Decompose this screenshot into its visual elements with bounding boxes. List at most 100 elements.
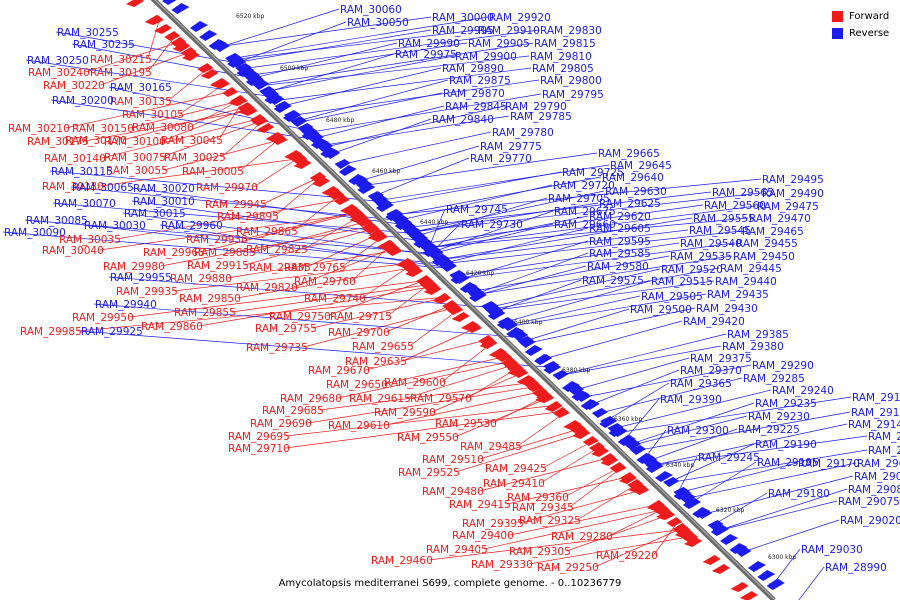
reverse-track-glyph xyxy=(385,210,404,221)
forward-leader xyxy=(161,106,251,142)
reverse-leader xyxy=(249,42,398,80)
forward-gene-label: RAM_30170 xyxy=(65,135,127,147)
reverse-leader xyxy=(424,205,757,249)
reverse-gene-label: RAM_29475 xyxy=(757,201,819,213)
reverse-swatch xyxy=(832,28,843,39)
forward-track-glyph xyxy=(628,483,647,493)
reverse-leader xyxy=(457,240,589,281)
reverse-gene-label: RAM_30065 xyxy=(72,182,134,194)
reverse-gene-label: RAM_29815 xyxy=(534,38,596,50)
forward-gene-label: RAM_29885 xyxy=(194,247,256,259)
forward-gene-label: RAM_29330 xyxy=(471,559,533,571)
forward-leader xyxy=(361,263,414,299)
reverse-leader xyxy=(501,280,651,324)
forward-gene-label: RAM_30025 xyxy=(164,152,226,164)
reverse-leader xyxy=(2,231,446,269)
reverse-gene-label: RAM_30235 xyxy=(73,39,135,51)
forward-leader xyxy=(99,212,361,251)
forward-gene-label: RAM_30040 xyxy=(42,245,104,257)
forward-gene-label: RAM_29895 xyxy=(217,211,279,223)
forward-track-glyph xyxy=(200,69,219,79)
axis-tick-label: 6360 kbp xyxy=(614,416,642,423)
forward-gene-label: RAM_29550 xyxy=(397,432,459,444)
forward-leader xyxy=(84,109,254,142)
forward-gene-glyph xyxy=(501,357,518,367)
forward-gene-glyph xyxy=(333,195,350,205)
forward-gene-label: RAM_29655 xyxy=(352,341,414,353)
reverse-leader xyxy=(217,8,340,49)
reverse-track-glyph xyxy=(301,129,320,140)
reverse-leader xyxy=(50,99,312,140)
reverse-leader xyxy=(469,255,670,293)
reverse-track-glyph xyxy=(162,0,177,5)
legend-label-reverse: Reverse xyxy=(849,28,890,39)
forward-gene-label: RAM_30045 xyxy=(161,135,223,147)
forward-gene-glyph xyxy=(271,135,288,145)
forward-leader xyxy=(479,456,613,492)
forward-leader xyxy=(285,410,565,449)
forward-gene-label: RAM_30210 xyxy=(8,123,70,135)
forward-gene-label: RAM_29400 xyxy=(452,530,514,542)
forward-gene-label: RAM_29480 xyxy=(422,486,484,498)
reverse-gene-label: RAM_29675 xyxy=(554,206,616,218)
reverse-track-glyph xyxy=(692,507,711,518)
reverse-gene-label: RAM_29195 xyxy=(757,457,819,469)
forward-gene-label: RAM_29750 xyxy=(269,311,331,323)
reverse-track-glyph xyxy=(543,363,562,374)
reverse-leader xyxy=(256,55,530,87)
reverse-gene-label: RAM_29455 xyxy=(736,238,798,250)
reverse-gene-label: RAM_29075 xyxy=(838,496,900,508)
reverse-gene-label: RAM_29810 xyxy=(530,51,592,63)
forward-leader xyxy=(402,326,479,362)
forward-gene-label: RAM_29305 xyxy=(509,546,571,558)
gene-labels: RAM_30215RAM_30195RAM_30135RAM_30105RAM_… xyxy=(4,4,900,574)
reverse-gene-glyph xyxy=(259,86,276,96)
axis-tick-label: 6460 kbp xyxy=(372,168,400,175)
reverse-leader xyxy=(688,461,757,505)
forward-track-glyph xyxy=(432,294,451,304)
reverse-leader xyxy=(645,428,738,463)
reverse-leader xyxy=(505,293,707,328)
reverse-gene-label: RAM_29180 xyxy=(768,488,830,500)
forward-gene-glyph xyxy=(582,436,599,446)
forward-track-glyph xyxy=(339,204,358,214)
forward-leader xyxy=(147,34,177,73)
reverse-gene-label: RAM_29830 xyxy=(540,25,602,37)
reverse-track-glyph xyxy=(710,525,729,536)
reverse-leader xyxy=(453,242,680,277)
forward-gene-label: RAM_30100 xyxy=(104,136,166,148)
forward-gene-glyph xyxy=(423,282,440,292)
forward-gene-glyph xyxy=(252,116,269,126)
forward-gene-label: RAM_29865 xyxy=(236,226,298,238)
reverse-leader xyxy=(228,16,489,60)
forward-gene-label: RAM_30075 xyxy=(104,152,166,164)
forward-gene-label: RAM_29250 xyxy=(537,562,599,574)
reverse-leader xyxy=(25,59,268,97)
forward-gene-glyph xyxy=(478,335,495,345)
forward-track-glyph xyxy=(265,132,284,142)
forward-gene-label: RAM_29690 xyxy=(250,418,312,430)
reverse-gene-label: RAM_29795 xyxy=(542,89,604,101)
reverse-gene-label: RAM_29575 xyxy=(582,275,644,287)
reverse-track-glyph xyxy=(682,498,701,509)
forward-leader xyxy=(160,225,374,267)
reverse-leader xyxy=(611,389,772,430)
reverse-gene-glyph xyxy=(641,456,658,466)
forward-track-glyph xyxy=(516,375,535,385)
axis-tick-label: 6400 kbp xyxy=(514,319,542,326)
reverse-leader xyxy=(407,192,762,233)
reverse-leader xyxy=(683,462,857,500)
reverse-gene-glyph xyxy=(307,133,324,143)
forward-leader xyxy=(519,488,646,524)
reverse-leader xyxy=(440,230,742,265)
forward-track-glyph xyxy=(507,366,526,376)
reverse-gene-glyph xyxy=(663,477,680,487)
reverse-leader xyxy=(579,364,752,399)
reverse-leader xyxy=(425,215,589,250)
forward-track-glyph xyxy=(237,105,256,115)
forward-leader xyxy=(236,266,417,299)
reverse-leader xyxy=(556,345,722,377)
reverse-track-glyph xyxy=(599,417,618,428)
forward-leader xyxy=(409,308,460,347)
reverse-track-glyph xyxy=(208,39,227,50)
